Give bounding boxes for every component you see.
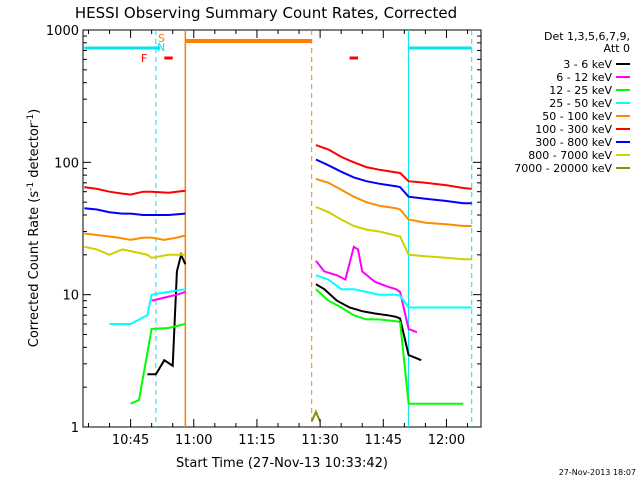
legend-title-line2: Att 0 xyxy=(604,42,630,55)
legend-label: 800 - 7000 keV xyxy=(528,149,612,162)
x-tick-label: 11:00 xyxy=(175,433,212,448)
legend-label: 6 - 12 keV xyxy=(556,71,612,84)
y-tick-label: 10 xyxy=(62,289,79,304)
night-flag: N xyxy=(157,41,165,54)
x-tick-label: 12:00 xyxy=(428,433,465,448)
flare-flag: F xyxy=(141,52,147,65)
x-tick-label: 10:45 xyxy=(112,433,149,448)
series-line xyxy=(315,206,472,261)
series-line xyxy=(84,207,186,216)
series-line xyxy=(315,177,472,227)
legend-label: 25 - 50 keV xyxy=(549,97,612,110)
x-tick-label: 11:45 xyxy=(365,433,402,448)
legend-label: 3 - 6 keV xyxy=(563,58,612,71)
series-line xyxy=(315,158,472,205)
plot-frame xyxy=(82,29,482,428)
y-axis-label-main: Corrected Count Rate (s xyxy=(27,191,42,348)
legend-label: 12 - 25 keV xyxy=(549,84,612,97)
series-group xyxy=(84,144,472,422)
series-2 xyxy=(151,245,418,334)
y-axis: 1 10 100 1000 xyxy=(46,24,481,436)
x-axis-label: Start Time (27-Nov-13 10:33:42) xyxy=(176,456,388,471)
legend-label: 50 - 100 keV xyxy=(542,110,612,123)
series-line xyxy=(151,290,186,302)
attenuator-interval-bar xyxy=(84,46,161,50)
y-axis-label-mid: detector xyxy=(27,122,42,182)
attenuator-interval-bar xyxy=(408,46,472,50)
y-axis-label: Corrected Count Rate (s-1 detector-1) xyxy=(26,109,42,347)
series-6 xyxy=(84,144,472,196)
y-tick-label: 1000 xyxy=(46,24,79,39)
legend-label: 7000 - 20000 keV xyxy=(514,162,612,175)
y-tick-label: 1 xyxy=(71,421,79,436)
series-4 xyxy=(109,274,472,325)
series-line xyxy=(84,186,186,196)
chart-title: HESSI Observing Summary Count Rates, Cor… xyxy=(75,4,457,22)
series-line xyxy=(315,274,472,309)
y-tick-label: 100 xyxy=(54,156,79,171)
y-axis-label-sup2: -1 xyxy=(26,114,36,123)
legend-title-line1: Det 1,3,5,6,7,9, xyxy=(544,30,630,43)
series-5 xyxy=(84,177,472,241)
legend-label: 100 - 300 keV xyxy=(535,123,612,136)
series-8 xyxy=(84,206,472,261)
series-9 xyxy=(310,409,322,422)
series-line xyxy=(315,288,464,405)
x-tick-label: 11:15 xyxy=(238,433,275,448)
series-line xyxy=(130,323,186,405)
series-line xyxy=(315,144,472,190)
series-1 xyxy=(147,251,422,376)
y-axis-label-sup1: -1 xyxy=(26,182,36,191)
series-line xyxy=(84,232,186,241)
series-line xyxy=(109,288,186,325)
y-axis-label-end: ) xyxy=(27,109,42,114)
interval-markers xyxy=(155,30,473,427)
x-tick-label: 11:30 xyxy=(301,433,338,448)
series-3 xyxy=(130,288,464,405)
x-axis: 10:45 11:00 11:15 11:30 11:45 12:00 xyxy=(87,30,469,448)
series-line xyxy=(310,409,322,422)
interval-bars xyxy=(84,39,472,60)
series-line xyxy=(315,245,418,334)
flare-interval-bar xyxy=(349,56,359,60)
saa-flag: S xyxy=(158,32,165,45)
saa-interval-bar xyxy=(185,39,312,43)
legend-label: 300 - 800 keV xyxy=(535,136,612,149)
series-line xyxy=(147,251,187,376)
series-7 xyxy=(84,158,472,216)
series-line xyxy=(84,245,186,259)
flare-interval-bar xyxy=(164,56,173,60)
series-line xyxy=(315,283,422,362)
timestamp: 27-Nov-2013 18:07 xyxy=(559,468,636,477)
